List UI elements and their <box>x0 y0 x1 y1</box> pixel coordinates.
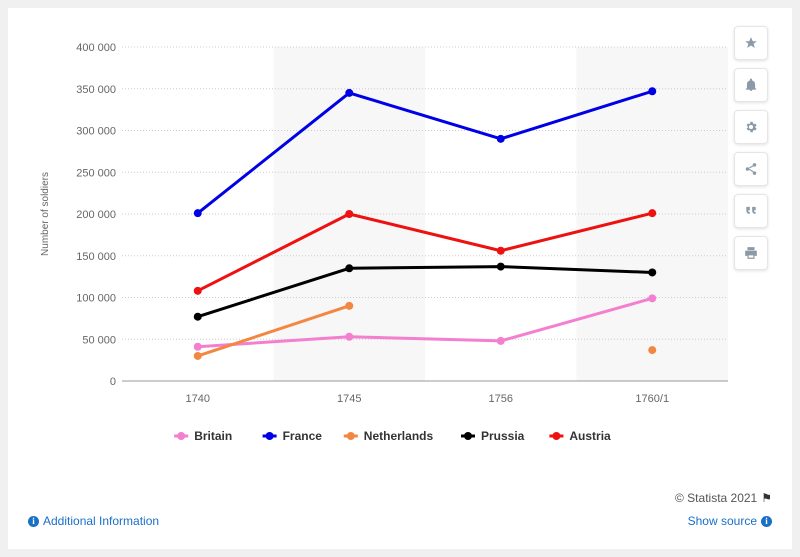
series-france <box>193 87 657 218</box>
x-tick-label: 1760/1 <box>635 393 669 405</box>
legend-swatch-marker <box>552 432 561 440</box>
settings-button[interactable] <box>734 110 768 144</box>
bell-icon <box>745 78 757 91</box>
data-point <box>648 268 657 277</box>
legend-item-netherlands[interactable]: Netherlands <box>343 429 434 443</box>
legend-label: Britain <box>194 429 232 443</box>
x-tick-label: 1740 <box>186 393 210 405</box>
data-point <box>496 336 505 345</box>
data-point <box>496 262 505 271</box>
share-button[interactable] <box>734 152 768 186</box>
data-point <box>648 346 657 355</box>
data-point <box>648 209 657 218</box>
print-icon <box>745 247 757 259</box>
data-point <box>193 209 202 218</box>
copyright: © Statista 2021 ⚑ <box>675 491 772 505</box>
additional-information-label: Additional Information <box>43 514 160 528</box>
legend-swatch-marker <box>464 432 472 440</box>
chart-toolbar <box>734 26 768 270</box>
chart-card: 0 50 000 100 000 150 000 200 000 250 000 300 0… <box>8 8 792 549</box>
legend-swatch-marker <box>346 432 355 440</box>
x-tick-label: 1745 <box>337 393 361 405</box>
legend-label: Prussia <box>481 429 525 443</box>
print-button[interactable] <box>734 236 768 270</box>
y-tick-label: 350 000 <box>76 84 116 96</box>
legend-label: Netherlands <box>364 429 434 443</box>
y-tick-label: 0 <box>110 376 116 388</box>
legend-item-france[interactable]: France <box>262 429 323 443</box>
series-netherlands <box>193 301 657 360</box>
legend-item-austria[interactable]: Austria <box>549 429 611 443</box>
info-icon: i <box>761 515 772 527</box>
data-point <box>345 332 354 341</box>
info-icon: i <box>28 515 39 527</box>
data-point <box>193 351 202 360</box>
data-point <box>345 301 354 310</box>
series-britain <box>193 294 657 351</box>
data-point <box>345 264 354 273</box>
data-point <box>496 134 505 143</box>
flag-icon[interactable]: ⚑ <box>761 491 772 505</box>
legend-label: France <box>283 429 323 443</box>
series-lines <box>193 87 657 360</box>
legend-swatch-marker <box>265 432 274 440</box>
favorite-button[interactable] <box>734 26 768 60</box>
legend-item-prussia[interactable]: Prussia <box>461 429 525 443</box>
line-chart: 0 50 000 100 000 150 000 200 000 250 000 300 0… <box>40 42 728 443</box>
y-tick-label: 250 000 <box>76 167 116 179</box>
data-point <box>345 88 354 97</box>
data-point <box>345 210 354 218</box>
y-tick-label: 400 000 <box>76 42 116 54</box>
show-source-label: Show source <box>687 514 757 528</box>
series-line <box>197 296 653 349</box>
y-axis-label: Number of soldiers <box>40 172 51 256</box>
data-point <box>648 87 657 96</box>
share-icon <box>745 163 757 175</box>
data-point <box>193 286 202 295</box>
star-icon <box>745 37 757 48</box>
series-line <box>196 89 653 215</box>
notification-button[interactable] <box>734 68 768 102</box>
y-tick-label: 300 000 <box>76 126 116 138</box>
series-austria <box>193 209 657 295</box>
legend-item-britain[interactable]: Britain <box>174 429 232 443</box>
grid-lines <box>122 46 728 382</box>
series-line <box>197 265 653 319</box>
x-axis-ticks: 1740 1745 1756 1760/1 <box>186 393 670 405</box>
y-tick-label: 200 000 <box>76 209 116 221</box>
y-tick-label: 150 000 <box>76 251 116 263</box>
show-source-link[interactable]: Show source i <box>688 514 772 528</box>
copyright-text: © Statista 2021 <box>675 491 758 505</box>
series-line <box>197 304 350 358</box>
cite-button[interactable] <box>734 194 768 228</box>
y-tick-label: 50 000 <box>82 334 116 346</box>
y-axis-ticks: 0 50 000 100 000 150 000 200 000 250 000 300 0… <box>76 42 116 388</box>
legend-label: Austria <box>569 429 611 443</box>
series-prussia <box>193 262 657 321</box>
legend: Britain France Netherlands Prussia Austria <box>174 429 611 443</box>
legend-swatch-marker <box>177 432 186 440</box>
data-point <box>496 246 505 255</box>
gear-icon <box>746 121 757 133</box>
data-point <box>193 312 202 321</box>
quote-icon <box>746 206 756 214</box>
additional-information-link[interactable]: i Additional Information <box>28 514 159 528</box>
x-tick-label: 1756 <box>489 393 513 405</box>
data-point <box>193 342 202 351</box>
series-line <box>197 211 653 293</box>
y-tick-label: 100 000 <box>76 293 116 305</box>
data-point <box>648 294 657 303</box>
